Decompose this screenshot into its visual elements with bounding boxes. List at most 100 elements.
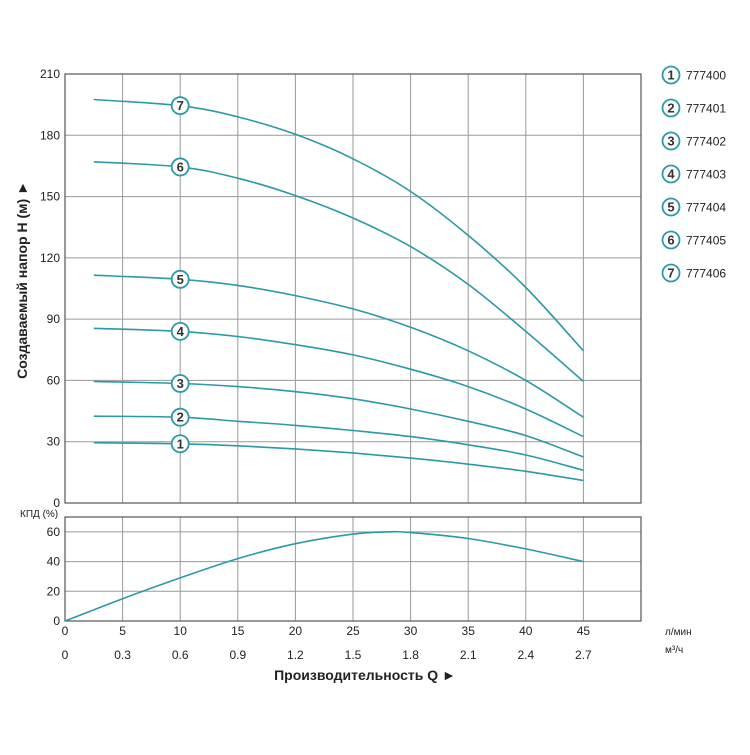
legend-item-1: 1 777400 xyxy=(661,65,726,85)
head-y-axis-title: Создаваемый напор H (м) ► xyxy=(14,181,30,379)
legend-item-5: 5 777404 xyxy=(661,197,726,217)
curve-marker-circle xyxy=(170,374,190,393)
x-tick-label-m3h: 2.7 xyxy=(575,648,592,662)
head-y-tick-label: 180 xyxy=(40,128,60,142)
legend-marker-circle xyxy=(661,263,681,283)
head-y-tick-label: 30 xyxy=(47,435,61,449)
x-tick-label-lmin: 15 xyxy=(231,624,245,638)
head-curve-6 xyxy=(93,161,584,383)
legend-marker-number: 7 xyxy=(667,266,674,281)
curve-marker-4: 4 xyxy=(170,321,190,341)
x-tick-label-m3h: 0 xyxy=(62,648,69,662)
x-tick-label-m3h: 2.1 xyxy=(460,648,477,662)
legend-label: 777401 xyxy=(686,102,726,116)
head-y-tick-label: 0 xyxy=(53,496,60,510)
x-tick-label-lmin: 45 xyxy=(577,624,591,638)
legend-marker-number: 2 xyxy=(667,101,674,116)
head-y-tick-label: 210 xyxy=(40,67,60,81)
legend-marker-circle xyxy=(661,98,681,118)
legend-marker-circle xyxy=(661,197,681,217)
legend-item-4: 4 777403 xyxy=(661,164,726,184)
head-curve-7 xyxy=(93,98,584,352)
legend: 1 777400 2 777401 3 777402 4 777403 5 777404 6 7774… xyxy=(661,65,726,283)
legend-marker-circle xyxy=(661,164,681,184)
head-plot-frame xyxy=(64,73,642,504)
efficiency-y-tick-labels: 0 20 40 60 xyxy=(47,525,61,628)
legend-marker-circle xyxy=(661,131,681,151)
head-curves xyxy=(93,98,584,482)
x-unit-lmin: л/мин xyxy=(665,627,692,638)
curve-marker-label: 2 xyxy=(177,410,184,425)
curve-markers: 1 2 3 4 5 6 7 xyxy=(170,96,190,454)
head-y-tick-label: 60 xyxy=(47,373,61,387)
x-tick-label-m3h: 0.9 xyxy=(229,648,246,662)
x-tick-label-lmin: 35 xyxy=(462,624,476,638)
legend-marker-number: 4 xyxy=(667,167,675,182)
x-tick-label-m3h: 2.4 xyxy=(517,648,534,662)
head-y-tick-labels: 0 30 60 90 120 150 180 210 xyxy=(40,67,60,510)
legend-marker-circle xyxy=(661,65,681,85)
efficiency-plot-frame xyxy=(64,516,642,622)
curve-marker-5: 5 xyxy=(170,269,190,289)
legend-label: 777405 xyxy=(686,234,726,248)
curve-marker-label: 7 xyxy=(177,98,184,113)
legend-marker-number: 1 xyxy=(667,68,674,83)
efficiency-y-tick-label: 0 xyxy=(53,614,60,628)
x-unit-m3h: м³/ч xyxy=(665,645,683,656)
legend-item-6: 6 777405 xyxy=(661,230,726,250)
curve-marker-label: 3 xyxy=(177,376,184,391)
x-axis-title: Производительность Q ► xyxy=(274,667,456,683)
curve-marker-circle xyxy=(170,96,190,116)
head-y-tick-label: 90 xyxy=(47,312,61,326)
curve-marker-7: 7 xyxy=(170,96,190,116)
x-tick-label-lmin: 20 xyxy=(289,624,303,638)
head-curve-3 xyxy=(93,380,584,458)
legend-marker-number: 6 xyxy=(667,233,674,248)
legend-label: 777402 xyxy=(686,135,726,149)
curve-marker-label: 4 xyxy=(177,324,185,339)
curve-marker-circle xyxy=(170,434,190,454)
x-tick-label-lmin: 10 xyxy=(174,624,188,638)
curve-marker-circle xyxy=(170,157,190,177)
curve-marker-3: 3 xyxy=(170,374,190,393)
x-tick-label-lmin: 25 xyxy=(346,624,360,638)
efficiency-y-tick-label: 60 xyxy=(47,525,61,539)
legend-marker-circle xyxy=(661,230,681,250)
head-curve-1 xyxy=(93,441,584,482)
efficiency-y-tick-label: 20 xyxy=(47,584,61,598)
x-tick-label-m3h: 0.6 xyxy=(172,648,189,662)
x-tick-label-lmin: 40 xyxy=(519,624,533,638)
x-tick-labels: 0 0 5 0.3 10 0.6 15 0.9 20 1.2 25 1.5 30 1.8 35 2.1 40 2.… xyxy=(62,624,592,662)
legend-marker-number: 3 xyxy=(667,134,674,149)
x-tick-label-lmin: 0 xyxy=(62,624,69,638)
efficiency-curve xyxy=(64,530,584,622)
curve-marker-2: 2 xyxy=(170,407,190,427)
curve-marker-label: 6 xyxy=(177,159,184,174)
head-curve-5 xyxy=(93,274,584,418)
curve-marker-circle xyxy=(170,269,190,289)
legend-label: 777403 xyxy=(686,168,726,182)
legend-item-7: 7 777406 xyxy=(661,263,726,283)
x-tick-label-m3h: 1.2 xyxy=(287,648,304,662)
efficiency-y-axis-title: КПД (%) xyxy=(20,509,58,520)
curve-marker-1: 1 xyxy=(170,434,190,454)
curve-marker-6: 6 xyxy=(170,157,190,177)
x-tick-label-m3h: 1.8 xyxy=(402,648,419,662)
head-grid xyxy=(64,73,642,504)
legend-item-3: 3 777402 xyxy=(661,131,726,151)
curve-marker-label: 1 xyxy=(177,436,184,451)
head-y-tick-label: 120 xyxy=(40,251,60,265)
legend-label: 777400 xyxy=(686,69,726,83)
curve-marker-circle xyxy=(170,321,190,341)
x-tick-label-lmin: 30 xyxy=(404,624,418,638)
curve-marker-circle xyxy=(170,407,190,427)
x-tick-label-lmin: 5 xyxy=(119,624,126,638)
legend-marker-number: 5 xyxy=(667,200,674,215)
legend-label: 777406 xyxy=(686,267,726,281)
legend-label: 777404 xyxy=(686,201,726,215)
efficiency-curves xyxy=(64,530,584,622)
efficiency-y-tick-label: 40 xyxy=(47,555,61,569)
x-tick-label-m3h: 0.3 xyxy=(114,648,131,662)
